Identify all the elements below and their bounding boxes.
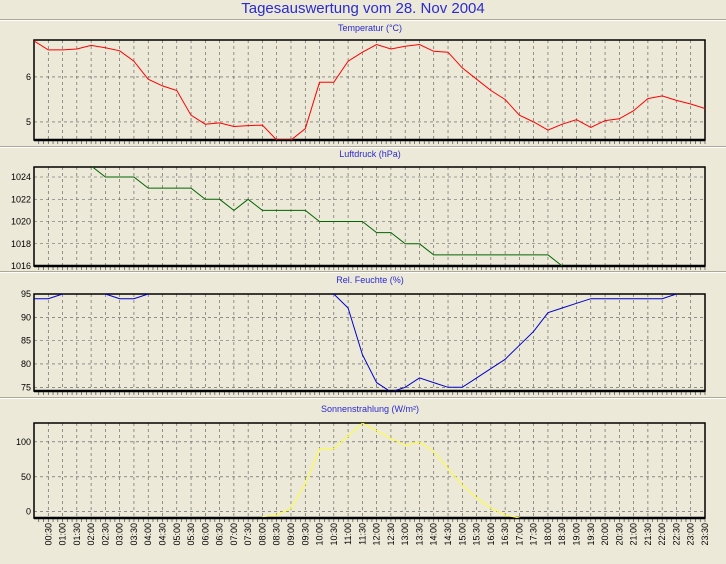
- x-tick-label: 15:30: [472, 523, 482, 546]
- y-tick-label: 95: [21, 289, 31, 299]
- x-tick-label: 20:30: [614, 523, 624, 546]
- x-tick-label: 18:00: [543, 523, 553, 546]
- y-tick-label: 75: [21, 382, 31, 392]
- page-title: Tagesauswertung vom 28. Nov 2004: [241, 0, 485, 17]
- chart-title: Temperatur (°C): [338, 23, 402, 33]
- x-tick-label: 16:00: [486, 523, 496, 546]
- divider: [0, 271, 726, 273]
- x-tick-label: 10:30: [329, 523, 339, 546]
- x-tick-label: 15:00: [457, 523, 467, 546]
- x-tick-label: 12:30: [386, 523, 396, 546]
- x-tick-label: 11:00: [343, 523, 353, 545]
- x-tick-label: 17:00: [514, 523, 524, 546]
- y-tick-label: 6: [26, 72, 31, 82]
- x-tick-label: 01:00: [58, 523, 68, 546]
- x-tick-label: 03:00: [115, 523, 125, 546]
- y-tick-label: 85: [21, 336, 31, 346]
- chart-panel: Rel. Feuchte (%) 75 80 85 90 95: [21, 275, 706, 395]
- x-tick-label: 19:00: [572, 523, 582, 546]
- y-tick-label: 90: [21, 312, 31, 322]
- plot-frame: [33, 293, 706, 392]
- series-line: [34, 294, 679, 391]
- x-tick-label: 20:00: [600, 523, 610, 546]
- x-tick-label: 19:30: [586, 523, 596, 546]
- chart-panel: Luftdruck (hPa) 1016 1018 1020 1022 1024: [11, 149, 706, 271]
- x-tick-label: 13:30: [414, 523, 424, 546]
- divider: [0, 146, 726, 148]
- chart-title: Sonnenstrahlung (W/m²): [321, 404, 419, 414]
- x-tick-label: 05:30: [186, 523, 196, 546]
- x-tick-label: 08:30: [272, 523, 282, 546]
- x-tick-label: 18:30: [557, 523, 567, 546]
- chart-panel: Temperatur (°C) 5 6: [26, 23, 706, 144]
- y-tick-label: 1016: [11, 261, 31, 271]
- x-tick-label: 09:00: [286, 523, 296, 546]
- x-tick-label: 22:30: [671, 523, 681, 546]
- y-tick-label: 1020: [11, 217, 31, 227]
- y-tick-label: 1022: [11, 194, 31, 204]
- series-line: [34, 40, 705, 140]
- y-tick-label: 1018: [11, 239, 31, 249]
- x-tick-label: 23:30: [700, 523, 710, 546]
- series-line: [91, 167, 563, 266]
- y-tick-label: 100: [16, 437, 31, 447]
- x-tick-label: 07:00: [229, 523, 239, 546]
- x-tick-label: 10:00: [315, 523, 325, 546]
- chart-title: Luftdruck (hPa): [339, 149, 401, 159]
- x-tick-label: 21:30: [643, 523, 653, 546]
- x-tick-label: 05:00: [172, 523, 182, 546]
- y-tick-label: 5: [26, 117, 31, 127]
- x-tick-label: 14:00: [429, 523, 439, 546]
- x-tick-label: 17:30: [529, 523, 539, 546]
- x-tick-label: 08:00: [257, 523, 267, 546]
- x-tick-label: 06:30: [215, 523, 225, 546]
- x-tick-label: 14:30: [443, 523, 453, 546]
- x-tick-label: 04:00: [143, 523, 153, 546]
- x-tick-label: 13:00: [400, 523, 410, 546]
- x-tick-label: 16:30: [500, 523, 510, 546]
- plot-frame: [33, 166, 706, 267]
- plot-frame: [33, 422, 706, 519]
- y-tick-label: 50: [21, 472, 31, 482]
- x-tick-label: 00:30: [43, 523, 53, 546]
- x-tick-label: 02:30: [100, 523, 110, 546]
- x-tick-label: 11:30: [357, 523, 367, 545]
- x-tick-label: 06:00: [200, 523, 210, 546]
- y-tick-label: 0: [26, 507, 31, 517]
- x-tick-label: 03:30: [129, 523, 139, 546]
- divider: [0, 397, 726, 399]
- x-tick-label: 12:00: [372, 523, 382, 546]
- plot-frame: [33, 39, 706, 141]
- x-tick-label: 01:30: [72, 523, 82, 546]
- chart-title: Rel. Feuchte (%): [336, 275, 404, 285]
- x-tick-label: 02:00: [86, 523, 96, 546]
- x-tick-label: 07:30: [243, 523, 253, 546]
- y-tick-label: 80: [21, 359, 31, 369]
- x-tick-label: 09:30: [300, 523, 310, 546]
- divider: [0, 19, 726, 21]
- y-tick-label: 1024: [11, 172, 31, 182]
- x-tick-label: 21:00: [629, 523, 639, 546]
- x-tick-label: 22:00: [657, 523, 667, 546]
- x-tick-label: 04:30: [157, 523, 167, 546]
- x-tick-label: 23:00: [686, 523, 696, 546]
- chart-panel: Sonnenstrahlung (W/m²) 0 50 100: [16, 404, 706, 522]
